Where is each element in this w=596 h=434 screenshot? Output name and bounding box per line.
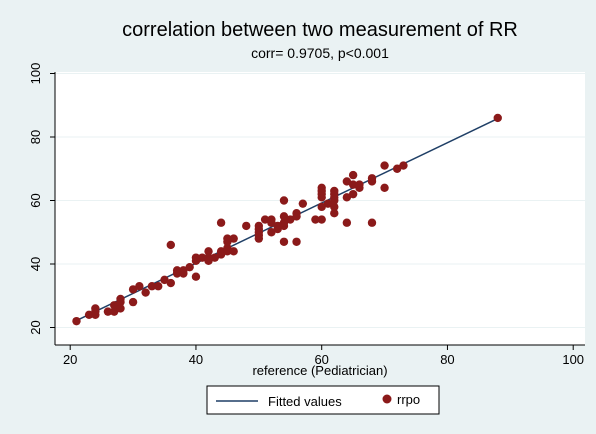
- data-point: [298, 199, 308, 208]
- data-point: [323, 199, 333, 208]
- data-point: [135, 282, 144, 291]
- data-point: [330, 202, 339, 212]
- data-point: [286, 215, 295, 224]
- data-point: [342, 218, 352, 227]
- data-point: [116, 294, 125, 304]
- data-point: [330, 186, 339, 196]
- data-point: [84, 310, 94, 319]
- data-point: [141, 288, 150, 297]
- data-point: [399, 161, 408, 170]
- data-point: [279, 212, 289, 221]
- data-point: [254, 221, 264, 231]
- data-point: [110, 301, 119, 310]
- data-point: [185, 262, 194, 272]
- data-point: [166, 278, 175, 288]
- data-point: [279, 237, 289, 246]
- data-point: [216, 247, 226, 256]
- x-axis-label: reference (Pediatrician): [252, 363, 387, 378]
- data-point: [260, 215, 270, 224]
- data-point: [229, 234, 238, 243]
- legend: Fitted values rrpo: [206, 385, 440, 415]
- chart-title: correlation between two measurement of R…: [122, 19, 518, 41]
- data-point: [216, 218, 226, 227]
- x-tick-label: 80: [440, 352, 454, 367]
- data-point: [392, 164, 402, 173]
- data-point: [154, 282, 163, 291]
- data-point: [72, 316, 81, 326]
- data-point: [342, 193, 352, 202]
- data-point: [367, 218, 377, 227]
- data-point: [191, 253, 201, 262]
- data-point: [160, 275, 169, 285]
- data-point: [367, 174, 377, 183]
- data-point: [229, 247, 238, 256]
- data-point: [128, 297, 138, 307]
- data-point: [348, 170, 358, 180]
- x-tick-label: 100: [562, 352, 584, 367]
- data-point: [317, 202, 326, 212]
- data-point: [348, 189, 358, 199]
- data-point: [292, 209, 301, 218]
- data-point: [355, 180, 364, 189]
- x-tick-label: 40: [189, 352, 203, 367]
- data-point: [179, 266, 188, 275]
- data-point: [273, 221, 282, 231]
- legend-marker-swatch: [382, 394, 392, 404]
- data-point: [292, 237, 301, 246]
- data-point: [223, 243, 232, 253]
- data-point: [267, 228, 276, 237]
- y-tick-label: 20: [28, 320, 43, 334]
- data-point: [380, 183, 389, 192]
- data-point: [493, 113, 502, 123]
- data-point: [380, 161, 389, 170]
- data-point: [191, 272, 201, 281]
- data-point: [172, 269, 182, 278]
- x-tick-label: 60: [314, 352, 328, 367]
- data-point: [342, 177, 352, 186]
- data-point: [103, 307, 113, 316]
- data-point: [166, 240, 175, 250]
- data-point: [210, 253, 220, 262]
- scatter-points: [72, 113, 502, 326]
- data-point: [110, 307, 119, 316]
- data-point: [330, 209, 339, 218]
- data-point: [348, 180, 358, 189]
- data-point: [223, 234, 232, 243]
- data-point: [317, 215, 326, 224]
- data-point: [311, 215, 320, 224]
- legend-label-fitted: Fitted values: [268, 394, 342, 409]
- y-tick-label: 80: [28, 130, 43, 144]
- data-point: [116, 304, 125, 313]
- y-tick-label: 100: [28, 63, 43, 85]
- x-axis-ticks: 20 40 60 80 100: [63, 345, 584, 367]
- data-point: [128, 285, 138, 294]
- data-point: [204, 247, 213, 256]
- legend-box: [206, 385, 440, 415]
- y-axis-ticks: 20 40 60 80 100: [28, 63, 55, 335]
- data-point: [198, 253, 207, 262]
- data-point: [267, 215, 276, 224]
- x-tick-label: 20: [63, 352, 77, 367]
- data-point: [147, 282, 157, 291]
- data-point: [279, 196, 289, 205]
- data-point: [204, 256, 213, 266]
- data-point: [91, 304, 100, 313]
- data-point: [279, 218, 289, 227]
- legend-label-rrpo: rrpo: [397, 392, 420, 407]
- y-tick-label: 60: [28, 193, 43, 207]
- data-point: [242, 221, 251, 231]
- data-point: [317, 183, 326, 192]
- y-tick-label: 40: [28, 257, 43, 271]
- axes: [54, 72, 585, 346]
- chart-subtitle: corr= 0.9705, p<0.001: [251, 45, 389, 61]
